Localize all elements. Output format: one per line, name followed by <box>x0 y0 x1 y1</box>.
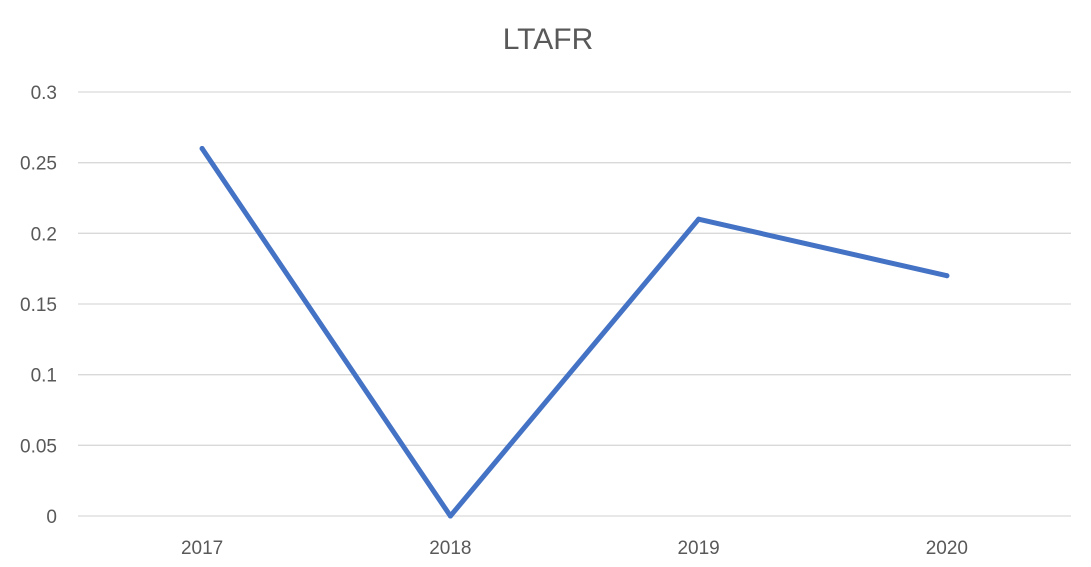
chart-title: LTAFR <box>503 23 594 56</box>
series-line <box>199 146 950 519</box>
y-tick-label: 0.3 <box>31 83 57 104</box>
y-tick-label: 0.25 <box>20 154 57 175</box>
series-layer <box>199 146 950 519</box>
data-point <box>696 216 702 222</box>
x-tick-label: 2017 <box>181 538 223 559</box>
gridlines <box>78 91 1071 517</box>
x-axis-tick-labels: 2017 2018 2019 2020 <box>181 538 968 559</box>
y-tick-label: 0.05 <box>20 436 57 457</box>
x-tick-label: 2019 <box>677 538 719 559</box>
y-tick-label: 0.1 <box>31 366 57 387</box>
data-point <box>447 513 453 519</box>
data-point <box>944 273 950 279</box>
x-tick-label: 2020 <box>926 538 968 559</box>
data-point <box>199 146 205 152</box>
y-tick-label: 0 <box>46 507 57 528</box>
y-tick-label: 0.15 <box>20 295 57 316</box>
x-tick-label: 2018 <box>429 538 471 559</box>
y-tick-label: 0.2 <box>31 224 57 245</box>
y-axis-tick-labels: 0 0.05 0.1 0.15 0.2 0.25 0.3 <box>20 83 57 528</box>
